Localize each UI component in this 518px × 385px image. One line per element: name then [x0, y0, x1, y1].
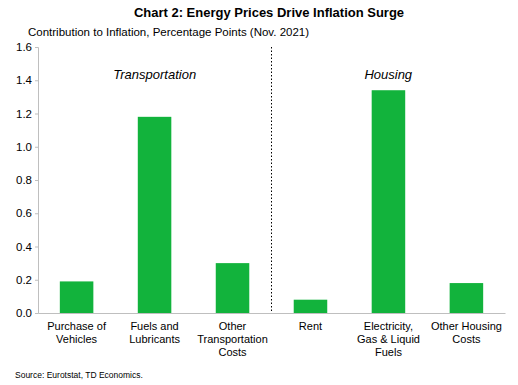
bar — [294, 300, 328, 313]
y-tick-label: 0.0 — [16, 307, 32, 319]
x-tick: Other HousingCosts — [431, 313, 502, 345]
bar — [372, 90, 406, 313]
bar — [450, 283, 484, 313]
y-tick-mark — [35, 47, 38, 48]
y-tick-label: 0.2 — [16, 274, 32, 286]
subtitle: Contribution to Inflation, Percentage Po… — [28, 26, 309, 38]
x-tick-label: Electricity,Gas & LiquidFuels — [357, 320, 420, 358]
y-tick: 1.6 — [16, 41, 38, 53]
x-tick-label: Other HousingCosts — [431, 320, 502, 345]
x-tick-label: Fuels andLubricants — [129, 320, 180, 345]
y-tick-label: 1.0 — [16, 141, 32, 153]
y-tick-label: 0.6 — [16, 207, 32, 219]
y-tick: 0.0 — [16, 307, 38, 319]
y-tick-label: 1.2 — [16, 108, 32, 120]
y-tick-mark — [35, 114, 38, 115]
y-axis-line — [35, 48, 39, 314]
y-tick: 0.4 — [16, 241, 38, 253]
y-tick-label: 0.8 — [16, 174, 32, 186]
annotation: Transportation — [113, 67, 196, 82]
y-tick: 1.4 — [16, 74, 38, 86]
y-axis: 0.0 0.2 0.4 0.6 0.8 1.0 1.2 1.4 1.6 — [16, 41, 39, 319]
title: Chart 2: Energy Prices Drive Inflation S… — [134, 5, 404, 20]
y-tick-label: 1.6 — [16, 41, 32, 53]
bar — [216, 263, 250, 313]
y-tick-mark — [35, 80, 38, 81]
y-tick-mark — [35, 147, 38, 148]
source: Source: Eurotstat, TD Economics. — [15, 370, 143, 380]
chart: Chart 2: Energy Prices Drive Inflation S… — [0, 0, 518, 385]
x-tick: Fuels andLubricants — [129, 313, 180, 345]
bar — [60, 281, 94, 313]
x-axis-line — [39, 313, 506, 314]
x-tick: Purchase ofVehicles — [47, 313, 107, 345]
annotation: Housing — [364, 67, 412, 82]
y-tick: 1.2 — [16, 108, 38, 120]
x-tick: Electricity,Gas & LiquidFuels — [357, 313, 420, 358]
y-tick: 0.2 — [16, 274, 38, 286]
y-tick-label: 0.4 — [16, 241, 33, 253]
y-tick-label: 1.4 — [16, 74, 33, 86]
y-tick: 0.6 — [16, 207, 38, 219]
y-tick-mark — [35, 313, 38, 314]
y-tick-mark — [35, 180, 38, 181]
y-tick-mark — [35, 247, 38, 248]
x-tick-label: Rent — [299, 320, 322, 332]
divider — [271, 47, 272, 313]
y-tick: 0.8 — [16, 174, 38, 186]
y-tick: 1.0 — [16, 141, 38, 153]
y-tick-mark — [35, 213, 38, 214]
x-tick-label: Purchase ofVehicles — [47, 320, 107, 345]
bar — [138, 117, 172, 313]
x-tick-label: OtherTransportationCosts — [197, 320, 268, 358]
x-axis: Purchase ofVehicles Fuels andLubricants Ot… — [39, 313, 506, 358]
plot: 0.0 0.2 0.4 0.6 0.8 1.0 1.2 1.4 1.6 Transportatio… — [16, 41, 506, 358]
x-tick: OtherTransportationCosts — [197, 313, 268, 358]
y-tick-mark — [35, 280, 38, 281]
x-tick: Rent — [299, 313, 322, 332]
